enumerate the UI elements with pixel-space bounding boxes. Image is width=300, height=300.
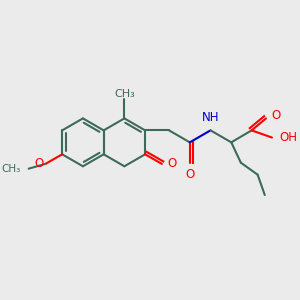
- Text: O: O: [34, 158, 44, 170]
- Text: CH₃: CH₃: [114, 89, 135, 100]
- Text: O: O: [185, 168, 194, 182]
- Text: OH: OH: [280, 131, 298, 144]
- Text: O: O: [272, 109, 281, 122]
- Text: O: O: [168, 158, 177, 170]
- Text: CH₃: CH₃: [2, 164, 21, 174]
- Text: NH: NH: [202, 111, 219, 124]
